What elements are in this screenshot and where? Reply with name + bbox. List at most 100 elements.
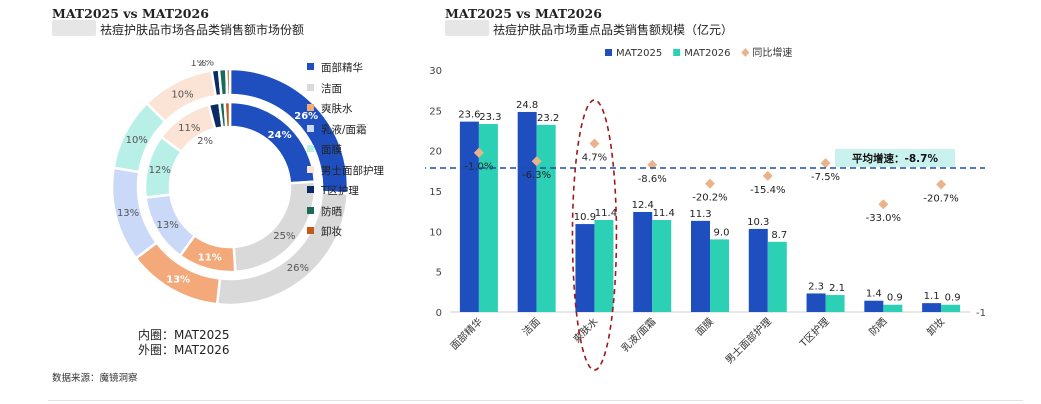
right-chart-subtitle: 祛痘护肤品市场重点品类销售额规模（亿元） — [493, 23, 734, 37]
bar-mat2026-toner — [594, 220, 614, 312]
bar-mat2025-serum — [459, 121, 479, 312]
legend-label-2: 同比增速 — [752, 46, 792, 59]
yoy-label-toner: 4.7% — [582, 153, 607, 164]
legend-swatch — [307, 165, 314, 173]
bar-mat2026-makeup-remover — [941, 304, 961, 312]
donut-inner-label-mask: 12% — [149, 165, 171, 176]
highlight-toner-ellipse — [571, 99, 618, 371]
bar-mat2026-t-zone — [825, 295, 845, 312]
y-tick-label: 5 — [436, 268, 442, 279]
data-source: 数据来源：魔镜洞察 — [52, 373, 138, 384]
donut-outer-label-lotion-cream: 13% — [117, 208, 139, 219]
legend-item-cleanser: 洁面 — [307, 81, 342, 96]
category-label-mens-care: 男士面部护理 — [722, 315, 774, 367]
legend-item-serum: 面部精华 — [307, 60, 363, 75]
yoy-label-mask: -20.2% — [692, 193, 727, 204]
divider-line — [48, 400, 1023, 401]
share-donut-chart: 24% 25% 11% 13% 12% 11% 2% 26% 26% 13% 13% 10% 10% 1%… — [110, 60, 350, 307]
legend-swatch — [307, 145, 314, 152]
legend-swatch — [307, 63, 314, 70]
blurred-brand-mark-2 — [445, 20, 489, 36]
yoy-label-makeup-remover: -20.7% — [923, 193, 958, 204]
category-label-t-zone: T区护理 — [796, 315, 831, 350]
legend-item-mask: 面膜 — [307, 142, 342, 157]
donut-outer-label-mens-care: 10% — [171, 89, 193, 100]
legend-label: 洁面 — [321, 82, 342, 95]
bar-mat2025-sunscreen — [864, 300, 884, 312]
sales-bar-chart: 051015202530-100%MAT2025MAT2026同比增速23.62… — [425, 46, 985, 371]
yoy-label-cleanser: -6.3% — [522, 170, 551, 181]
yoy-marker-sunscreen — [878, 199, 889, 210]
bar-mat2026-mens-care — [767, 241, 787, 312]
category-label-mask: 面膜 — [693, 316, 716, 339]
category-label-cleanser: 洁面 — [519, 315, 542, 338]
legend-label: T区护理 — [321, 185, 359, 197]
legend-label: 乳液/面霜 — [321, 123, 367, 136]
value-label-mat2026-makeup-remover: 0.9 — [945, 293, 961, 304]
donut-outer-slice-makeup-remover — [225, 67, 232, 97]
donut-inner-label-toner: 11% — [198, 253, 222, 264]
donut-outer-label-mask: 10% — [126, 135, 148, 146]
legend-label: 男士面部护理 — [321, 164, 384, 177]
legend-item-makeup-remover: 卸妆 — [307, 224, 342, 239]
legend-label: 防晒 — [321, 205, 342, 218]
right-chart-title: MAT2025 vs MAT2026 — [445, 6, 602, 21]
legend-label-1: MAT2026 — [684, 48, 730, 59]
legend-label-0: MAT2025 — [616, 48, 662, 59]
yoy-marker-mens-care — [762, 170, 773, 181]
value-label-mat2025-mask: 11.3 — [689, 209, 711, 220]
donut-outer-label-toner: 13% — [166, 274, 190, 285]
category-label-toner: 爽肤水 — [570, 315, 600, 345]
donut-inner-label-mens-care: 11% — [178, 123, 200, 134]
value-label-mat2026-cleanser: 23.2 — [537, 113, 559, 124]
donut-outer-label-sunscreen: 2% — [198, 60, 214, 68]
bar-mat2026-serum — [478, 124, 498, 313]
legend-swatch — [307, 83, 314, 91]
left-chart-subtitle: 祛痘护肤品市场各品类销售额市场份额 — [100, 23, 305, 37]
category-label-serum: 面部精华 — [448, 315, 485, 352]
legend-swatch — [307, 186, 314, 193]
y-tick-label: 10 — [429, 227, 442, 238]
legend-swatch — [673, 49, 681, 56]
donut-inner-label-cleanser: 25% — [273, 231, 295, 242]
value-label-mat2026-sunscreen: 0.9 — [887, 293, 903, 304]
value-label-mat2025-toner: 10.9 — [574, 212, 596, 223]
value-label-mat2026-toner: 11.4 — [595, 208, 617, 219]
bar-mat2026-mask — [710, 239, 729, 312]
avg-growth-box — [835, 149, 955, 167]
bar-mat2026-lotion-cream — [652, 220, 672, 312]
legend-label: 面部精华 — [321, 62, 363, 74]
yoy-marker-toner — [589, 138, 600, 149]
donut-outer-label-t-zone: 1% — [190, 60, 206, 69]
value-label-mat2025-sunscreen: 1.4 — [866, 289, 882, 300]
legend-swatch — [605, 49, 612, 56]
inner-ring-note: 内圈：MAT2025 — [138, 328, 230, 342]
secondary-axis-label: -100% — [976, 308, 985, 319]
donut-outer-label-serum: 26% — [294, 111, 318, 122]
yoy-marker-makeup-remover — [936, 179, 947, 190]
legend-label: 卸妆 — [321, 226, 342, 238]
legend-item-mens-care: 男士面部护理 — [307, 163, 384, 178]
legend-item-lotion-cream: 乳液/面霜 — [307, 122, 367, 137]
legend-swatch — [307, 104, 314, 111]
y-tick-label: 20 — [429, 147, 442, 158]
bar-mat2025-mens-care — [748, 228, 768, 312]
legend-swatch — [307, 227, 314, 234]
value-label-mat2026-t-zone: 2.1 — [829, 283, 845, 294]
yoy-marker-t-zone — [820, 158, 831, 169]
blurred-brand-mark — [52, 20, 96, 36]
y-tick-label: 0 — [436, 308, 442, 319]
bar-mat2026-cleanser — [536, 124, 556, 312]
avg-growth-label: 平均增速：-8.7% — [852, 152, 938, 165]
bar-mat2026-sunscreen — [883, 304, 903, 312]
value-label-mat2025-serum: 23.6 — [458, 110, 480, 121]
y-tick-label: 15 — [429, 187, 442, 198]
value-label-mat2025-makeup-remover: 1.1 — [924, 291, 940, 302]
value-label-mat2025-t-zone: 2.3 — [808, 281, 824, 292]
y-tick-label: 30 — [429, 66, 442, 77]
legend-label: 面膜 — [321, 144, 342, 156]
donut-outer-label-cleanser: 26% — [287, 263, 309, 274]
yoy-marker-cleanser — [531, 156, 542, 167]
bar-mat2025-toner — [575, 224, 595, 312]
value-label-mat2026-mens-care: 8.7 — [771, 230, 787, 241]
